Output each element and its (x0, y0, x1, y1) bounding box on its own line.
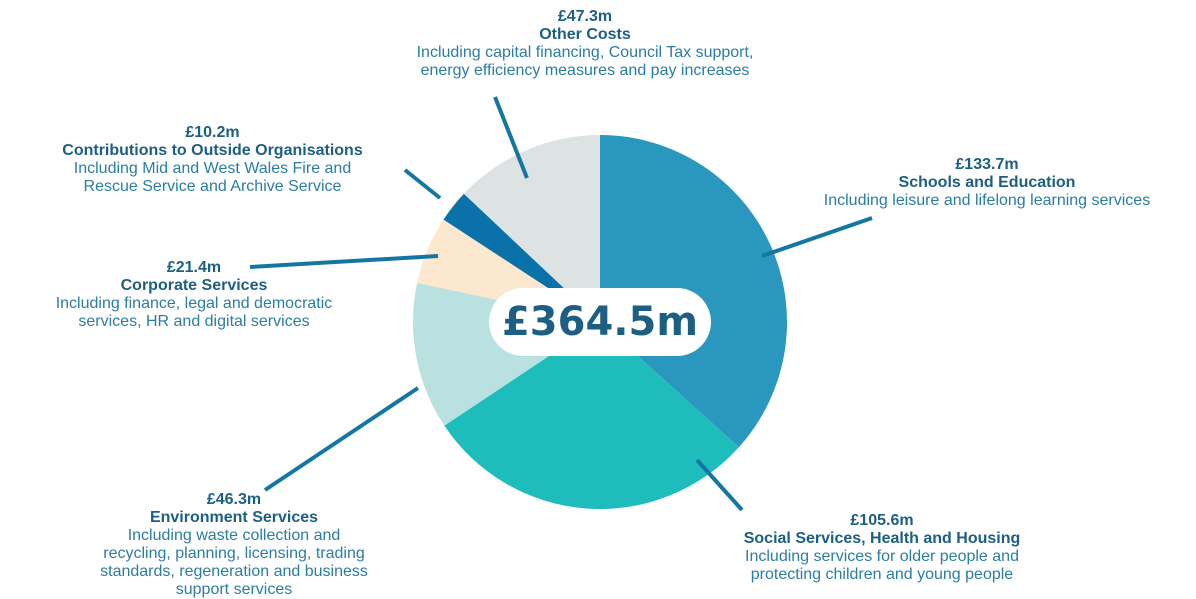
slice-desc-line: Including leisure and lifelong learning … (823, 192, 1151, 209)
label-environment: £46.3m Environment Services Including wa… (44, 491, 424, 599)
label-social-services: £105.6m Social Services, Health and Hous… (672, 512, 1092, 584)
slice-amount: £133.7m (955, 156, 1019, 173)
slice-amount: £47.3m (557, 8, 613, 25)
slice-amount: £46.3m (206, 491, 262, 508)
slice-desc-line: recycling, planning, licensing, trading (103, 545, 365, 562)
slice-schools (600, 135, 788, 448)
label-corporate: £21.4m Corporate Services Including fina… (0, 259, 388, 331)
slice-social-services (444, 322, 739, 509)
label-other-costs: £47.3m Other Costs Including capital fin… (350, 8, 820, 80)
slice-desc-line: energy efficiency measures and pay incre… (420, 62, 750, 79)
label-contributions: £10.2m Contributions to Outside Organisa… (0, 124, 425, 196)
leader-line (263, 386, 420, 492)
slice-desc-line: standards, regeneration and business (100, 563, 368, 580)
slice-name: Corporate Services (120, 277, 268, 294)
slice-other-costs (463, 135, 600, 322)
slice-amount: £10.2m (185, 124, 240, 141)
slice-desc-line: Including Mid and West Wales Fire and (73, 160, 352, 177)
leader-line (403, 168, 442, 200)
slice-name: Contributions to Outside Organisations (62, 142, 363, 159)
slice-desc-line: services, HR and digital services (78, 313, 310, 330)
slice-desc-line: protecting children and young people (750, 566, 1014, 583)
leader-line (493, 96, 529, 179)
slice-desc-line: Including waste collection and (127, 527, 341, 544)
slice-amount: £21.4m (166, 259, 222, 276)
total-label: £364.5m (489, 288, 711, 356)
slice-name: Social Services, Health and Housing (743, 530, 1021, 547)
leader-line (249, 254, 439, 269)
label-schools: £133.7m Schools and Education Including … (778, 156, 1196, 210)
slice-desc-line: support services (175, 581, 293, 598)
slice-name: Other Costs (539, 26, 631, 43)
slice-name: Environment Services (149, 509, 319, 526)
slice-desc-line: Including finance, legal and democratic (55, 295, 333, 312)
slice-amount: £105.6m (850, 512, 914, 529)
slice-name: Schools and Education (898, 174, 1076, 191)
leader-line (761, 216, 873, 258)
slice-desc-line: Including capital financing, Council Tax… (416, 44, 754, 61)
leader-line (695, 458, 744, 512)
slice-desc-line: Rescue Service and Archive Service (83, 178, 342, 195)
slice-desc-line: Including services for older people and (745, 548, 1019, 565)
